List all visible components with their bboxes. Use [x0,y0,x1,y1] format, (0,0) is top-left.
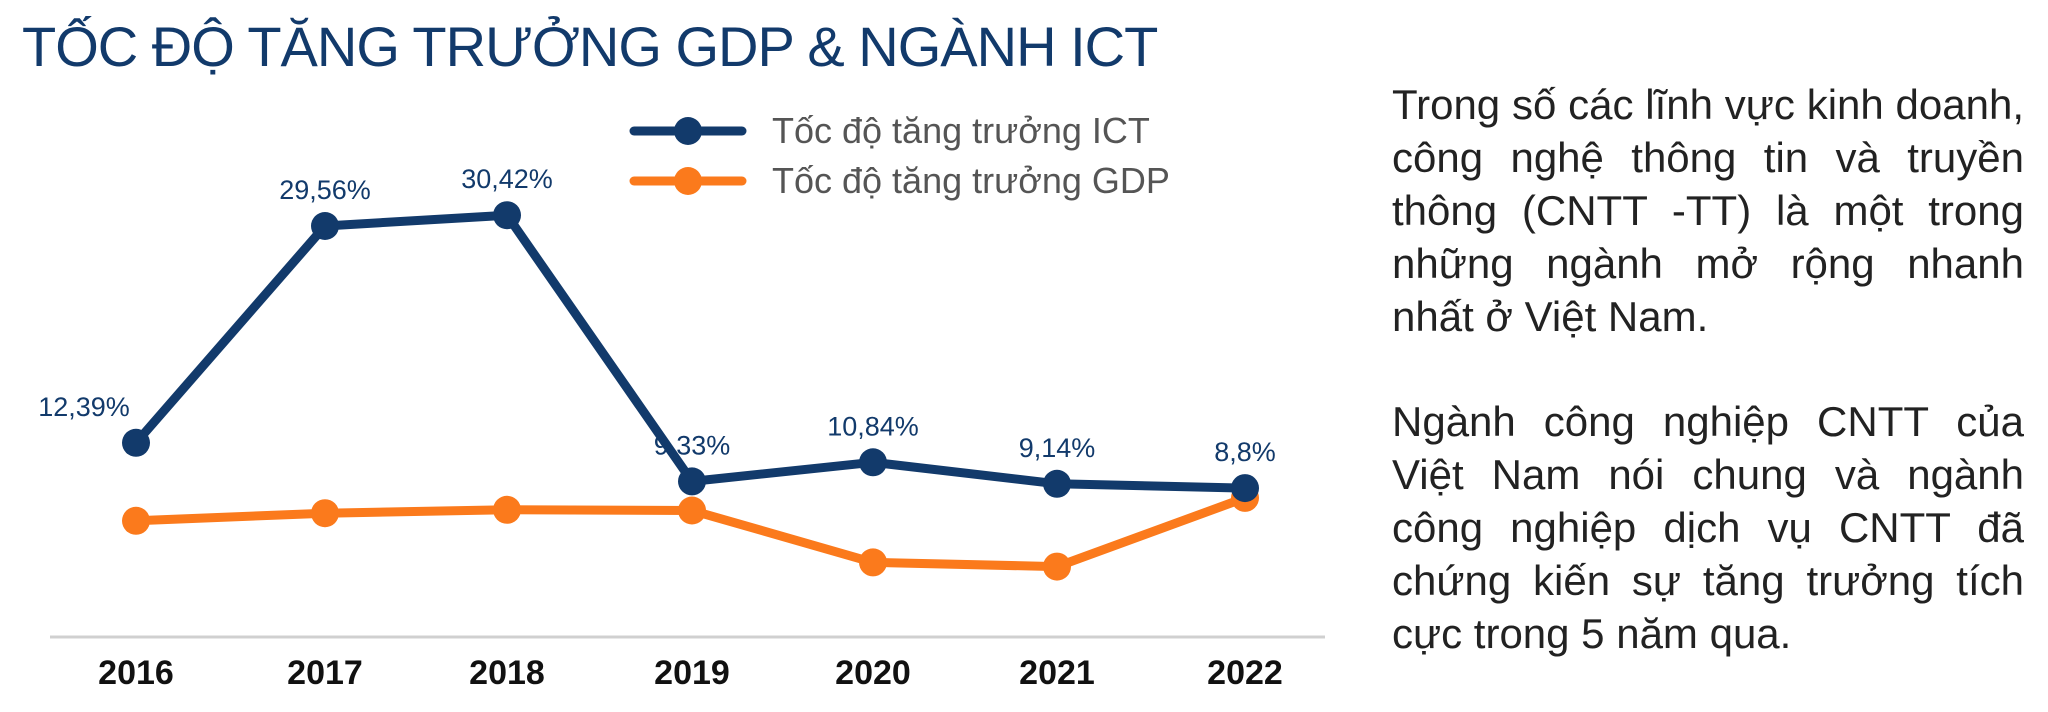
legend-marker-gdp [674,167,702,195]
ict-point-2017 [311,212,339,240]
ict-point-2020 [859,448,887,477]
ict-point-2021 [1043,469,1071,498]
ict-point-2022 [1231,474,1259,503]
description-text: Trong số các lĩnh vực kinh doanh, công n… [1392,78,2024,712]
data-label-ict-2019: 9,33% [654,430,731,460]
x-tick-2019: 2019 [654,654,730,692]
data-label-ict-2022: 8,8% [1214,437,1276,467]
gdp-point-2021 [1043,552,1071,581]
legend-label-ict: Tốc độ tăng trưởng ICT [772,110,1150,151]
x-tick-2022: 2022 [1207,654,1283,692]
gdp-point-2019 [678,496,706,525]
ict-point-2019 [678,467,706,496]
data-label-ict-2018: 30,42% [461,164,553,194]
gdp-point-2017 [311,499,339,528]
gdp-point-2018 [493,495,521,524]
page-title: TỐC ĐỘ TĂNG TRƯỞNG GDP & NGÀNH ICT [22,15,1158,78]
gdp-point-2020 [859,548,887,577]
legend-label-gdp: Tốc độ tăng trưởng GDP [772,160,1170,201]
x-tick-2018: 2018 [469,654,545,692]
series-layer [122,201,1259,581]
description-paragraph-1: Trong số các lĩnh vực kinh doanh, công n… [1392,81,2024,340]
x-tick-2020: 2020 [835,654,911,692]
ict-point-2016 [122,428,150,457]
description-paragraph-2: Ngành công nghiệp CNTT của Việt Nam nói … [1392,398,2024,657]
line-chart: 12,39% 29,56% 30,42% 9,33% 10,84% 9,14% 8,8% 2… [38,110,1325,692]
data-label-ict-2020: 10,84% [827,411,919,441]
data-label-layer: 12,39% 29,56% 30,42% 9,33% 10,84% 9,14% 8,8% [38,164,1276,467]
gdp-point-2016 [122,506,150,535]
x-tick-2016: 2016 [98,654,174,692]
ict-point-2018 [493,201,521,230]
chart-svg: 12,39% 29,56% 30,42% 9,33% 10,84% 9,14% 8,8% 2… [38,110,1325,692]
data-label-ict-2017: 29,56% [279,175,371,205]
data-label-ict-2016: 12,39% [38,392,130,422]
legend: Tốc độ tăng trưởng ICT Tốc độ tăng trưởng… [629,110,1170,201]
x-tick-2017: 2017 [287,654,363,692]
legend-marker-ict [674,117,702,145]
data-label-ict-2021: 9,14% [1019,433,1096,463]
x-tick-2021: 2021 [1019,654,1095,692]
x-tick-layer: 2016 2017 2018 2019 2020 2021 2022 [98,654,1283,692]
